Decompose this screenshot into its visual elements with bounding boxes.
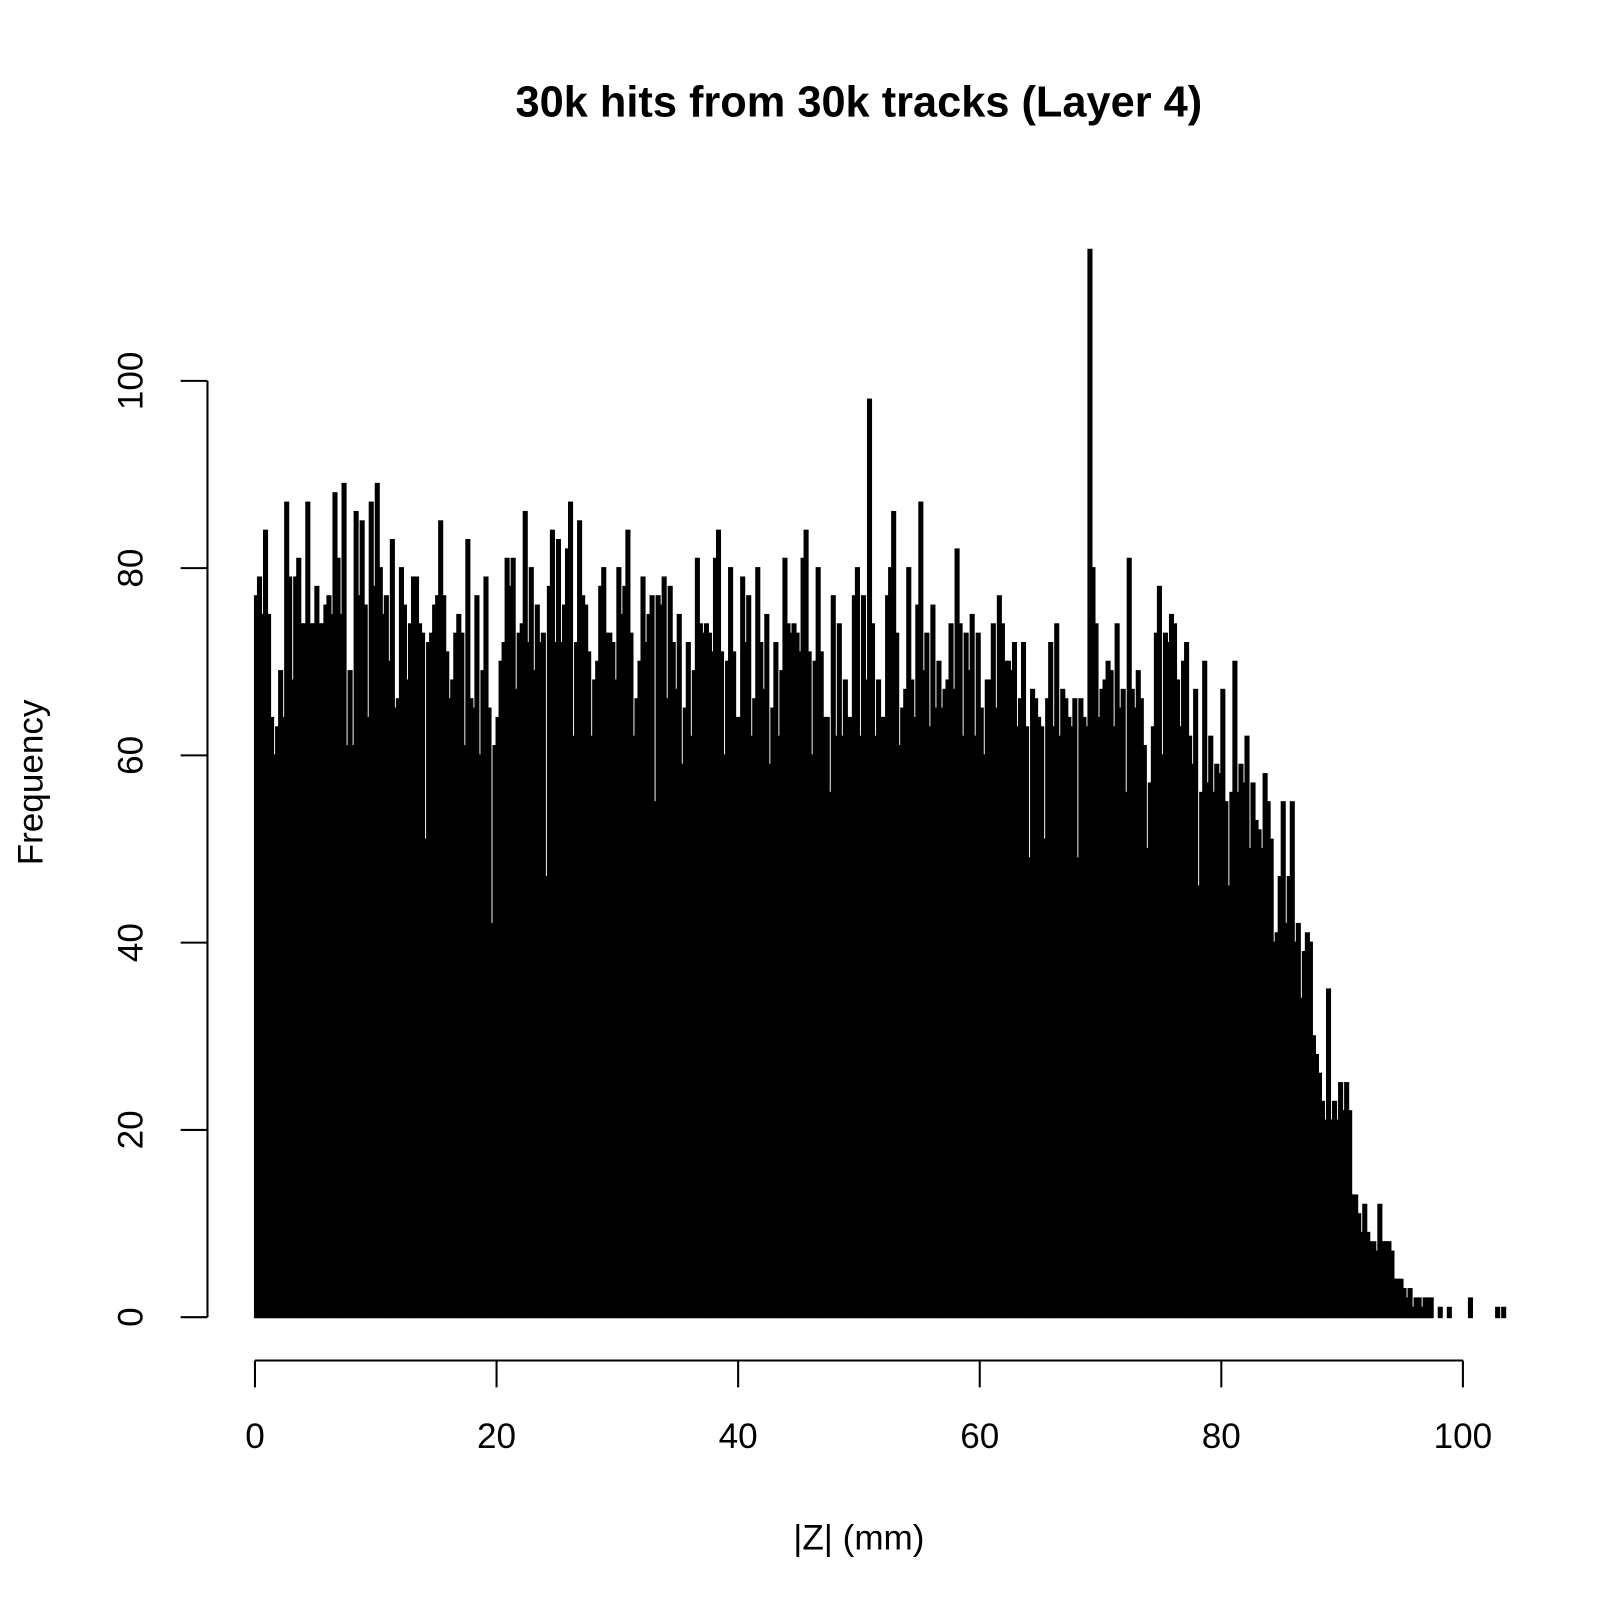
bar (1501, 1306, 1507, 1319)
bar (1407, 1288, 1413, 1319)
bar (1467, 1297, 1473, 1319)
x-tick-label: 80 (1202, 1417, 1241, 1456)
y-axis-label: Frequency (11, 699, 50, 865)
y-tick-label: 0 (111, 1307, 150, 1327)
x-tick-label: 0 (245, 1417, 265, 1456)
chart-title: 30k hits from 30k tracks (Layer 4) (516, 79, 1203, 127)
y-tick-label: 80 (111, 549, 150, 588)
x-axis-label: |Z| (mm) (793, 1518, 924, 1557)
y-tick-label: 60 (111, 736, 150, 775)
y-tick-label: 20 (111, 1110, 150, 1149)
bar (1428, 1297, 1434, 1319)
bar (1495, 1306, 1501, 1319)
x-tick-label: 20 (477, 1417, 516, 1456)
y-tick-label: 40 (111, 923, 150, 962)
bar (1437, 1306, 1443, 1319)
x-tick-label: 40 (719, 1417, 758, 1456)
bar (1446, 1306, 1452, 1319)
y-tick-label: 100 (111, 352, 150, 411)
x-tick-label: 60 (960, 1417, 999, 1456)
x-tick-label: 100 (1434, 1417, 1493, 1456)
